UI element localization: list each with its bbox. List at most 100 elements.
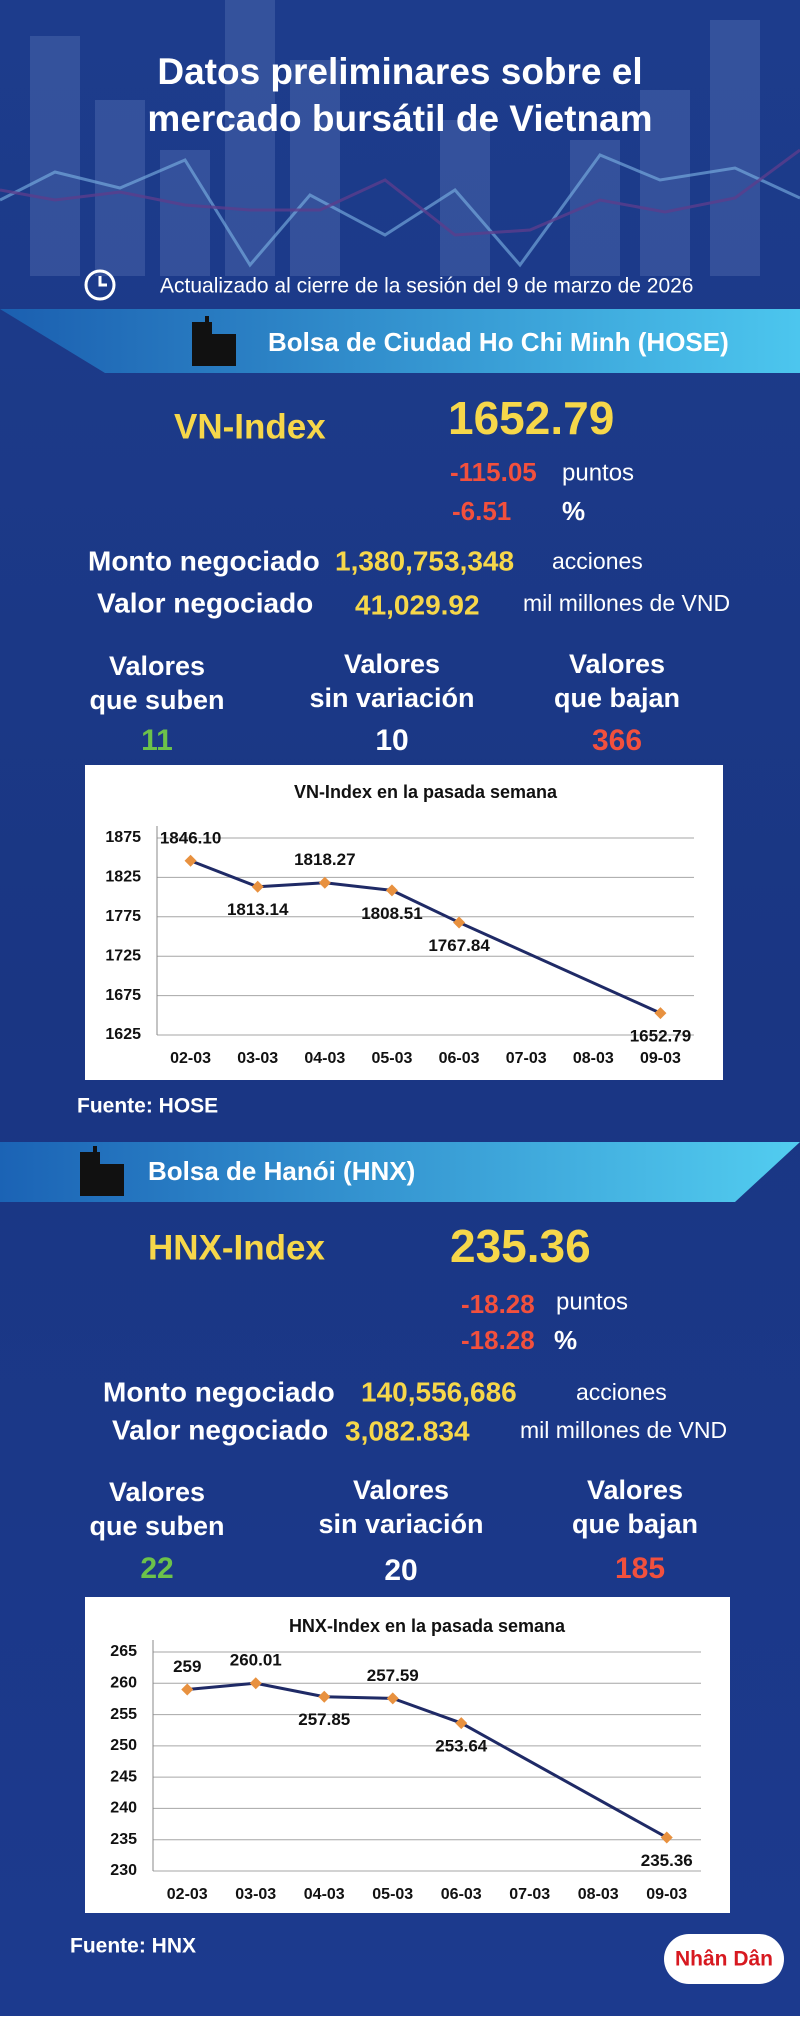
y-tick-label: 240 — [110, 1800, 137, 1817]
value-label: Valor negociado — [112, 1414, 328, 1445]
updated-text: Actualizado al cierre de la sesión del 9… — [160, 275, 694, 298]
flat-label: Valores — [353, 1475, 449, 1505]
value-unit: mil millones de VND — [523, 590, 730, 616]
x-tick-label: 05-03 — [371, 1050, 412, 1067]
data-label: 1767.84 — [428, 936, 490, 955]
header-decoration — [0, 153, 800, 268]
y-tick-label: 255 — [110, 1706, 137, 1723]
data-label: 253.64 — [435, 1737, 488, 1756]
x-tick-label: 06-03 — [439, 1050, 480, 1067]
y-tick-label: 1725 — [105, 947, 141, 964]
line-segment — [391, 889, 460, 924]
chart-box — [85, 765, 723, 1080]
x-tick-label: 03-03 — [235, 1886, 276, 1903]
flat-label: sin variación — [309, 683, 474, 713]
line-segment — [255, 1681, 325, 1699]
flat-label: Valores — [344, 649, 440, 679]
y-tick-label: 250 — [110, 1737, 137, 1754]
x-tick-label: 04-03 — [304, 1886, 345, 1903]
chart-box — [85, 1597, 730, 1913]
up-label: Valores — [109, 651, 205, 681]
building-icon — [80, 1146, 124, 1196]
up-label: que suben — [89, 1511, 224, 1541]
line-segment — [324, 1695, 393, 1700]
y-tick-label: 1625 — [105, 1026, 141, 1043]
y-tick-label: 1775 — [105, 908, 141, 925]
y-tick-label: 235 — [110, 1831, 137, 1848]
down-label: Valores — [569, 649, 665, 679]
x-tick-label: 06-03 — [441, 1886, 482, 1903]
data-label: 1652.79 — [630, 1027, 691, 1046]
x-tick-label: 02-03 — [170, 1050, 211, 1067]
banner-title: Bolsa de Hanói (HNX) — [148, 1156, 415, 1186]
x-tick-label: 08-03 — [578, 1886, 619, 1903]
data-label: 1813.14 — [227, 900, 289, 919]
volume-label: Monto negociado — [103, 1376, 335, 1407]
down-label: que bajan — [554, 683, 680, 713]
down-label: Valores — [587, 1475, 683, 1505]
volume-unit: acciones — [576, 1379, 667, 1405]
clock-icon — [84, 269, 116, 301]
marker — [318, 876, 331, 889]
y-tick-label: 1875 — [105, 829, 141, 846]
x-tick-label: 09-03 — [640, 1050, 681, 1067]
up-count: 22 — [140, 1552, 173, 1585]
volume-label: Monto negociado — [88, 545, 320, 576]
data-label: 260.01 — [230, 1651, 282, 1670]
down-count: 366 — [592, 724, 642, 757]
data-label: 1846.10 — [160, 828, 221, 847]
change-percent: -6.51 — [452, 496, 511, 526]
up-count: 11 — [141, 724, 173, 757]
index-name: VN-Index — [174, 407, 326, 446]
title: Datos preliminares sobre el — [157, 51, 642, 92]
marker — [318, 1690, 331, 1703]
x-tick-label: 04-03 — [304, 1050, 345, 1067]
title: mercado bursátil de Vietnam — [147, 98, 652, 139]
value: 41,029.92 — [355, 589, 480, 620]
y-tick-label: 260 — [110, 1675, 137, 1692]
marker — [249, 1677, 262, 1690]
y-tick-label: 1675 — [105, 987, 141, 1004]
y-tick-label: 1825 — [105, 869, 141, 886]
marker — [181, 1683, 194, 1696]
up-label: que suben — [89, 685, 224, 715]
x-tick-label: 05-03 — [372, 1886, 413, 1903]
marker — [385, 884, 398, 897]
y-tick-label: 245 — [110, 1768, 137, 1785]
data-label: 1818.27 — [294, 850, 355, 869]
x-tick-label: 08-03 — [573, 1050, 614, 1067]
line-segment — [190, 859, 259, 889]
logo-text: Nhân Dân — [675, 1948, 773, 1971]
marker — [184, 854, 197, 867]
chart-title: VN-Index en la pasada semana — [294, 782, 558, 802]
clock-icon — [98, 276, 107, 287]
marker — [455, 1717, 468, 1730]
data-label: 259 — [173, 1657, 201, 1676]
x-tick-label: 07-03 — [506, 1050, 547, 1067]
line-segment — [324, 881, 393, 892]
index-value: 235.36 — [450, 1220, 591, 1272]
flat-label: sin variación — [318, 1509, 483, 1539]
marker — [453, 916, 466, 929]
header-decoration — [30, 0, 760, 276]
banner — [0, 1142, 800, 1202]
change-percent: -18.28 — [461, 1325, 535, 1355]
index-name: HNX-Index — [148, 1228, 326, 1267]
line-segment — [392, 1696, 462, 1725]
volume: 140,556,686 — [361, 1376, 517, 1407]
value-unit: mil millones de VND — [520, 1417, 727, 1443]
banner-title: Bolsa de Ciudad Ho Chi Minh (HOSE) — [268, 327, 729, 357]
header-decoration — [0, 148, 800, 237]
value: 3,082.834 — [345, 1415, 470, 1446]
flat-count: 20 — [384, 1554, 417, 1587]
percent-unit: % — [554, 1325, 577, 1355]
volume-unit: acciones — [552, 548, 643, 574]
source: Fuente: HNX — [70, 1935, 196, 1958]
y-tick-label: 230 — [110, 1862, 137, 1879]
x-tick-label: 09-03 — [646, 1886, 687, 1903]
x-tick-label: 02-03 — [167, 1886, 208, 1903]
marker — [386, 1692, 399, 1705]
data-label: 257.85 — [298, 1710, 350, 1729]
value-label: Valor negociado — [97, 587, 313, 618]
flat-count: 10 — [375, 724, 408, 757]
